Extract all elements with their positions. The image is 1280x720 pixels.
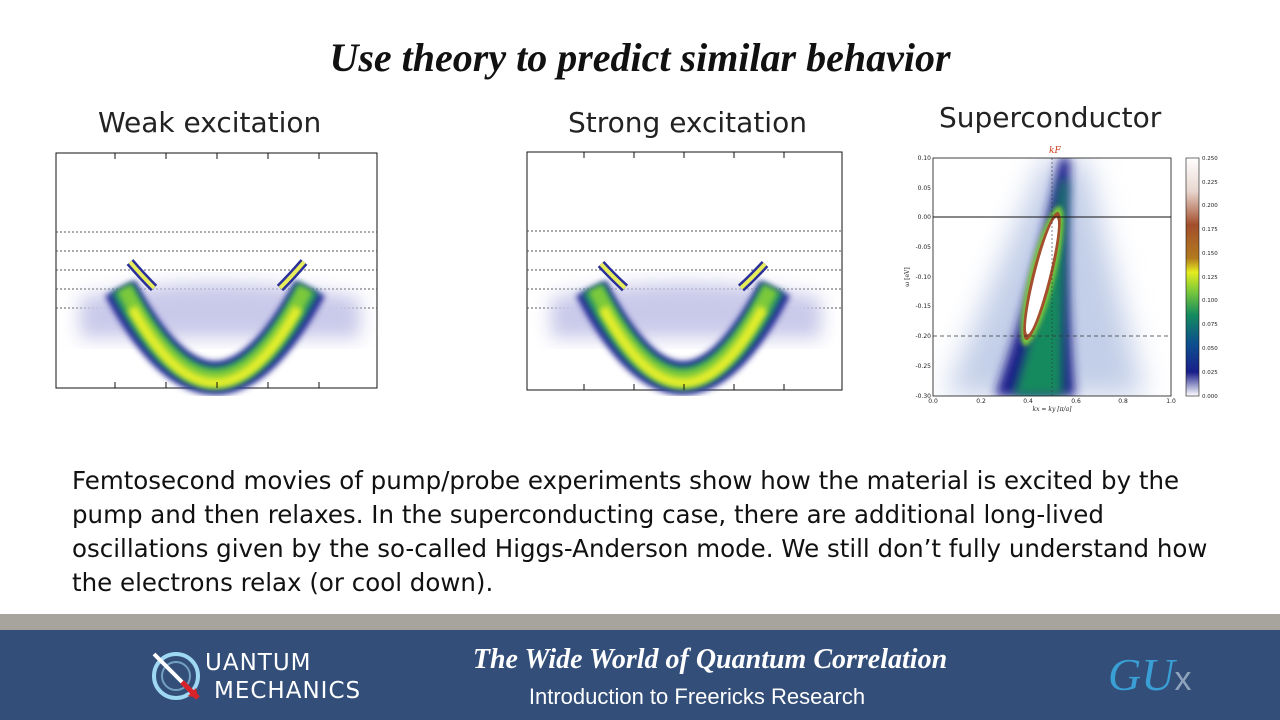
y-tick: -0.05 — [915, 244, 931, 251]
y-tick: -0.25 — [915, 363, 931, 370]
y-axis-label: ω [eV] — [904, 267, 911, 286]
y-tick: -0.20 — [915, 333, 931, 340]
course-subtitle: Introduction to Freericks Research — [528, 684, 866, 709]
colorbar-tick: 0.050 — [1202, 346, 1218, 352]
logo-text-line2: MECHANICS — [214, 678, 362, 704]
brand-main: GU — [1108, 649, 1175, 700]
strong-excitation-plot — [521, 138, 851, 402]
slide-caption: Femtosecond movies of pump/probe experim… — [72, 466, 1208, 597]
kf-label: kF — [1049, 146, 1061, 156]
superconductor-label: Superconductor — [939, 101, 1162, 134]
gux-brand-logo: GUx — [1108, 648, 1191, 701]
x-tick: 0.6 — [1071, 398, 1081, 405]
y-tick: -0.15 — [915, 303, 931, 310]
strong-excitation-label: Strong excitation — [568, 106, 807, 139]
colorbar-tick: 0.150 — [1202, 251, 1218, 257]
colorbar-tick: 0.025 — [1202, 370, 1218, 376]
y-tick: -0.10 — [915, 274, 931, 281]
x-tick: 0.8 — [1118, 398, 1128, 405]
footer: UANTUM MECHANICS The Wide World of Quant… — [0, 630, 1280, 720]
x-tick: 1.0 — [1166, 398, 1176, 405]
colorbar-tick: 0.225 — [1202, 180, 1218, 186]
y-tick: 0.05 — [918, 185, 932, 192]
y-tick: 0.10 — [918, 155, 932, 162]
weak-excitation-plot — [50, 138, 390, 402]
x-axis-label: kx = ky [π/a] — [1032, 406, 1072, 413]
brand-x: x — [1174, 660, 1192, 698]
colorbar-tick: 0.100 — [1202, 298, 1218, 304]
weak-excitation-label: Weak excitation — [98, 106, 322, 139]
x-tick: 0.0 — [928, 398, 938, 405]
colorbar-tick: 0.175 — [1202, 227, 1218, 233]
quantum-mechanics-logo-icon — [148, 648, 208, 708]
logo-text-line1: UANTUM — [205, 650, 312, 676]
colorbar-tick: 0.000 — [1202, 394, 1218, 400]
y-tick: -0.30 — [915, 393, 931, 400]
superconductor-plot: kF 0.10 0.05 0.00 -0.05 -0.10 -0.15 -0.2… — [895, 140, 1235, 430]
colorbar-tick: 0.125 — [1202, 275, 1218, 281]
colorbar-tick: 0.250 — [1202, 156, 1218, 162]
colorbar-tick: 0.200 — [1202, 203, 1218, 209]
x-tick: 0.2 — [976, 398, 986, 405]
footer-divider — [0, 614, 1280, 630]
colorbar — [1185, 157, 1200, 397]
colorbar-tick: 0.075 — [1202, 322, 1218, 328]
x-tick: 0.4 — [1023, 398, 1033, 405]
y-tick: 0.00 — [918, 214, 932, 221]
slide-title: Use theory to predict similar behavior — [329, 35, 951, 80]
course-title: The Wide World of Quantum Correlation — [472, 644, 948, 675]
